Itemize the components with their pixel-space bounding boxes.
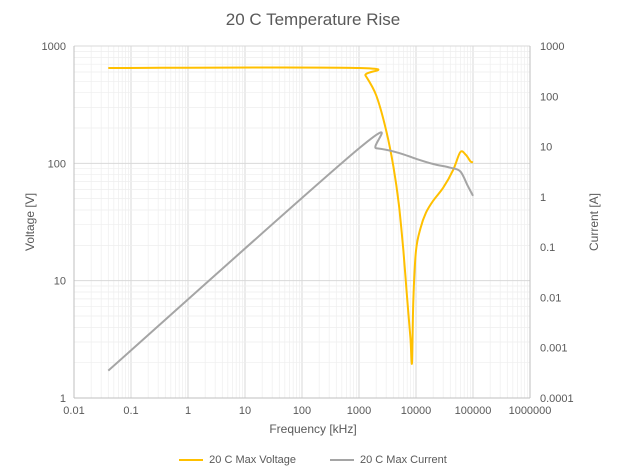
y-tick-label: 10 (54, 276, 66, 288)
y-tick-label: 100 (48, 158, 66, 170)
y2-tick-label: 0.01 (540, 292, 561, 304)
legend-label-current: 20 C Max Current (360, 454, 447, 466)
x-tick-label: 100 (293, 405, 311, 417)
legend-item-voltage: 20 C Max Voltage (179, 454, 296, 466)
y-tick-label: 1 (60, 393, 66, 405)
x-axis-title: Frequency [kHz] (269, 422, 356, 436)
y2-tick-label: 10 (540, 142, 552, 154)
series-line-voltage (108, 66, 474, 365)
legend: 20 C Max Voltage 20 C Max Current (0, 454, 626, 466)
x-tick-label: 10 (239, 405, 251, 417)
y-tick-label: 1000 (42, 41, 66, 53)
series-line-current (107, 131, 474, 372)
y-axis-title: Voltage [V] (23, 193, 37, 251)
x-tick-label: 10000 (401, 405, 432, 417)
y2-tick-label: 0.1 (540, 242, 555, 254)
legend-swatch-current (330, 459, 355, 461)
x-tick-label: 1000000 (509, 405, 552, 417)
y2-axis-title: Current [A] (587, 193, 601, 251)
y2-tick-label: 0.0001 (540, 393, 574, 405)
chart-title: 20 C Temperature Rise (225, 10, 401, 29)
axis-frame (73, 46, 531, 399)
y2-tick-label: 1000 (540, 41, 564, 53)
legend-swatch-voltage (179, 459, 204, 461)
x-tick-label: 1000 (347, 405, 371, 417)
series-lines (107, 66, 474, 372)
y2-tick-label: 1 (540, 192, 546, 204)
y2-tick-label: 0.001 (540, 343, 568, 355)
x-axis-ticks: 0.01 0.1 1 10 100 1000 10000 100000 1000000 (63, 405, 551, 417)
gridlines (73, 45, 531, 399)
x-tick-label: 1 (185, 405, 191, 417)
x-tick-label: 0.01 (63, 405, 84, 417)
x-tick-label: 100000 (455, 405, 492, 417)
y-axis-ticks: 1 10 100 1000 (42, 41, 66, 405)
x-tick-label: 0.1 (123, 405, 138, 417)
y2-axis-ticks: 0.0001 0.001 0.01 0.1 1 10 100 1000 (540, 41, 574, 405)
legend-label-voltage: 20 C Max Voltage (209, 454, 297, 466)
y2-tick-label: 100 (540, 91, 558, 103)
legend-item-current: 20 C Max Current (330, 454, 447, 466)
